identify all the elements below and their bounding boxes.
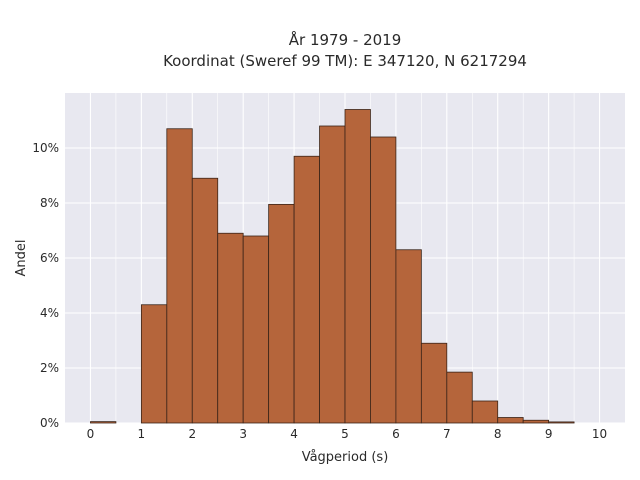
y-tick-label: 10% [32, 141, 59, 155]
histogram-bar [370, 136, 397, 424]
histogram-bar [446, 371, 473, 424]
x-tick-label: 7 [443, 427, 451, 441]
x-tick-label: 1 [138, 427, 146, 441]
x-tick-label: 4 [290, 427, 298, 441]
histogram-bar [268, 203, 295, 424]
x-tick-label: 5 [341, 427, 349, 441]
y-axis-ticks: 0% 2% 4% 6% 8% 10% [32, 141, 59, 430]
histogram-bar [420, 342, 448, 424]
histogram-bar [217, 232, 244, 424]
x-tick-label: 8 [494, 427, 502, 441]
x-tick-label: 6 [392, 427, 400, 441]
histogram-bar [497, 417, 524, 424]
y-axis-label: Andel [14, 240, 29, 277]
histogram-bar [319, 125, 346, 424]
histogram-bar [293, 155, 320, 424]
x-axis-ticks: 0 1 2 3 4 5 6 7 8 9 10 [87, 427, 608, 441]
y-tick-label: 8% [40, 196, 59, 210]
histogram-bar [166, 128, 193, 424]
histogram-bar [548, 421, 575, 424]
y-tick-label: 2% [40, 361, 59, 375]
histogram-bar [471, 400, 499, 424]
histogram-bar [140, 304, 168, 424]
y-tick-label: 0% [40, 416, 59, 430]
x-tick-label: 3 [239, 427, 247, 441]
bars [90, 109, 575, 424]
x-axis-label: Vågperiod (s) [302, 450, 389, 465]
histogram-bar [242, 235, 270, 424]
histogram-bar [191, 177, 219, 424]
histogram-bar [90, 421, 117, 424]
histogram-bar [522, 419, 550, 424]
chart-title: År 1979 - 2019 [289, 30, 402, 49]
y-tick-label: 4% [40, 306, 59, 320]
y-tick-label: 6% [40, 251, 59, 265]
chart-subtitle: Koordinat (Sweref 99 TM): E 347120, N 62… [163, 52, 527, 70]
x-tick-label: 9 [545, 427, 553, 441]
histogram-bar [344, 109, 371, 424]
x-tick-label: 2 [188, 427, 196, 441]
x-tick-label: 0 [87, 427, 95, 441]
histogram-bar [395, 249, 422, 424]
x-tick-label: 10 [592, 427, 607, 441]
